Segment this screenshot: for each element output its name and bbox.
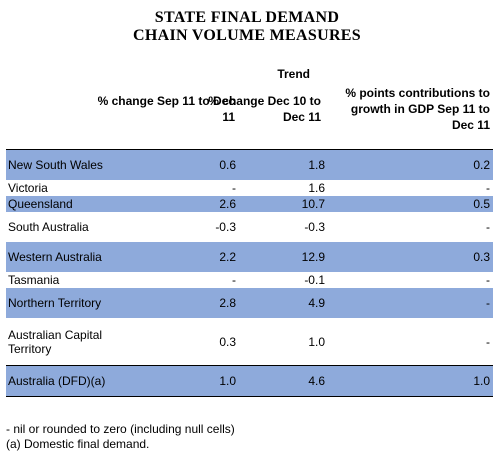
state-label: Victoria <box>8 181 48 195</box>
qtr-change-value: -0.3 <box>215 220 236 234</box>
trend-header: Trend <box>277 67 310 81</box>
state-label: Australian Capital Territory <box>8 327 103 356</box>
annual-change-value: 1.6 <box>308 181 325 195</box>
table-title-line-1: STATE FINAL DEMAND <box>154 9 340 26</box>
state-label: New South Wales <box>8 158 103 172</box>
qtr-change-value: 2.6 <box>219 197 236 211</box>
gdp-contribution-value: - <box>486 334 490 349</box>
qtr-change-value: 2.2 <box>219 250 236 264</box>
table-row: South Australia -0.3 -0.3 - <box>6 212 493 242</box>
qtr-change-value: 0.6 <box>219 158 236 172</box>
annual-change-value: 4.9 <box>308 296 325 310</box>
qtr-change-value: - <box>232 181 236 195</box>
table-row: Tasmania - -0.1 - <box>6 272 493 288</box>
state-label: South Australia <box>8 220 89 234</box>
qtr-change-value: - <box>232 273 236 287</box>
gdp-contribution-value: - <box>486 273 490 287</box>
table-row: Victoria - 1.6 - <box>6 180 493 196</box>
qtr-change-value: 0.3 <box>219 334 236 349</box>
annual-change-value: 1.8 <box>308 158 325 172</box>
column-header-qtr-change: % change Sep 11 to Dec 11 <box>97 94 235 124</box>
state-label: Queensland <box>8 197 73 211</box>
column-header-gdp-contribution: % points contributions to growth in GDP … <box>345 86 490 132</box>
qtr-change-value: 2.8 <box>219 296 236 310</box>
gdp-contribution-value: 0.3 <box>473 250 490 264</box>
gdp-contribution-value: 1.0 <box>473 374 490 388</box>
state-label: Northern Territory <box>8 296 102 310</box>
annual-change-value: 1.0 <box>308 334 325 349</box>
table-title-line-2: CHAIN VOLUME MEASURES <box>133 27 361 44</box>
state-label: Western Australia <box>8 250 102 264</box>
table-row: Australian Capital Territory 0.3 1.0 - <box>6 318 493 366</box>
qtr-change-value: 1.0 <box>219 374 236 388</box>
data-table: New South Wales 0.6 1.8 0.2 Victoria - 1… <box>6 149 493 397</box>
annual-change-value: -0.3 <box>304 220 325 234</box>
gdp-contribution-value: - <box>486 220 490 234</box>
state-label: Australia (DFD)(a) <box>8 374 106 388</box>
annual-change-value: -0.1 <box>304 273 325 287</box>
table-row: New South Wales 0.6 1.8 0.2 <box>6 150 493 180</box>
footnote-nil: - nil or rounded to zero (including null… <box>6 422 235 436</box>
column-header-annual-change: % change Dec 10 to Dec 11 <box>208 94 321 124</box>
gdp-contribution-value: 0.2 <box>473 158 490 172</box>
footnote-dfd: (a) Domestic final demand. <box>6 437 150 451</box>
table-row: Australia (DFD)(a) 1.0 4.6 1.0 <box>6 366 493 396</box>
gdp-contribution-value: 0.5 <box>473 197 490 211</box>
annual-change-value: 12.9 <box>301 250 325 264</box>
annual-change-value: 4.6 <box>308 374 325 388</box>
gdp-contribution-value: - <box>486 296 490 310</box>
state-label: Tasmania <box>8 273 60 287</box>
table-row: Western Australia 2.2 12.9 0.3 <box>6 242 493 272</box>
gdp-contribution-value: - <box>486 181 490 195</box>
table-row: Northern Territory 2.8 4.9 - <box>6 288 493 318</box>
annual-change-value: 10.7 <box>301 197 325 211</box>
table-row: Queensland 2.6 10.7 0.5 <box>6 196 493 212</box>
